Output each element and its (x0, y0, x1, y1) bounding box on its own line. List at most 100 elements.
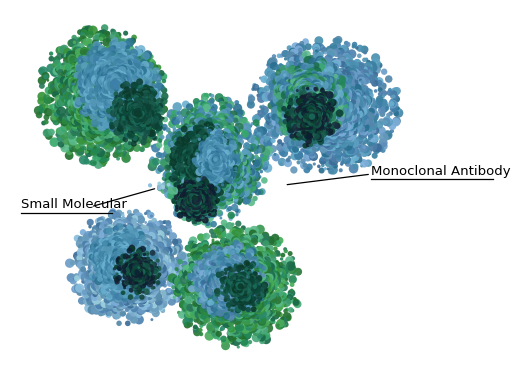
Point (313, 122, 321, 128)
Point (260, 76, 268, 82)
Point (99, 151, 107, 157)
Point (284, 157, 292, 163)
Point (311, 101, 320, 107)
Point (346, 104, 354, 110)
Point (220, 276, 228, 282)
Point (201, 293, 210, 299)
Point (183, 266, 191, 272)
Point (203, 188, 212, 194)
Point (265, 77, 273, 83)
Point (129, 112, 137, 118)
Point (219, 292, 227, 298)
Point (57, 83, 65, 89)
Point (242, 281, 250, 287)
Point (113, 284, 121, 290)
Point (316, 61, 324, 67)
Point (189, 181, 197, 187)
Point (50, 115, 59, 121)
Point (89, 72, 97, 78)
Point (228, 274, 237, 280)
Point (112, 276, 120, 282)
Point (135, 289, 144, 295)
Point (131, 120, 140, 126)
Point (143, 284, 151, 290)
Point (133, 113, 142, 119)
Point (146, 275, 155, 281)
Point (310, 138, 319, 144)
Point (94, 237, 103, 243)
Point (209, 237, 217, 243)
Point (250, 135, 258, 141)
Point (75, 131, 84, 137)
Point (218, 138, 227, 144)
Point (136, 241, 144, 247)
Point (192, 134, 200, 140)
Point (208, 175, 216, 181)
Point (283, 105, 292, 111)
Point (322, 95, 331, 101)
Point (126, 259, 134, 265)
Point (159, 266, 168, 272)
Point (95, 63, 104, 69)
Point (320, 82, 329, 88)
Point (202, 278, 211, 284)
Point (234, 245, 242, 251)
Point (96, 55, 104, 61)
Point (114, 259, 122, 265)
Point (305, 76, 313, 82)
Point (317, 64, 325, 70)
Point (208, 188, 216, 194)
Point (245, 300, 254, 306)
Point (209, 265, 217, 271)
Point (99, 86, 107, 92)
Point (118, 66, 126, 72)
Point (124, 259, 132, 265)
Point (146, 63, 154, 69)
Point (237, 326, 245, 332)
Point (43, 100, 51, 106)
Point (186, 315, 195, 321)
Point (211, 171, 219, 177)
Point (227, 172, 235, 178)
Point (235, 290, 243, 296)
Point (207, 134, 215, 140)
Point (104, 266, 112, 272)
Point (227, 298, 235, 304)
Point (78, 90, 86, 96)
Point (211, 150, 219, 156)
Point (234, 171, 242, 177)
Point (122, 95, 130, 101)
Point (133, 59, 141, 65)
Point (230, 181, 239, 187)
Point (228, 275, 237, 281)
Point (116, 268, 125, 274)
Point (238, 268, 246, 274)
Point (249, 261, 257, 267)
Point (248, 297, 256, 303)
Point (358, 163, 366, 169)
Point (113, 252, 121, 258)
Point (294, 159, 303, 165)
Point (320, 87, 329, 93)
Point (138, 114, 146, 120)
Point (327, 106, 335, 112)
Point (180, 169, 188, 175)
Point (119, 107, 127, 113)
Point (208, 257, 216, 263)
Point (250, 82, 258, 88)
Point (188, 261, 196, 267)
Point (119, 99, 127, 105)
Point (253, 278, 261, 284)
Point (100, 67, 108, 73)
Point (306, 96, 315, 102)
Point (305, 104, 313, 110)
Point (212, 176, 220, 182)
Point (201, 302, 209, 308)
Point (245, 296, 253, 302)
Point (121, 247, 129, 253)
Point (143, 276, 152, 282)
Point (339, 82, 348, 88)
Point (189, 154, 198, 160)
Point (222, 114, 230, 120)
Point (104, 99, 113, 105)
